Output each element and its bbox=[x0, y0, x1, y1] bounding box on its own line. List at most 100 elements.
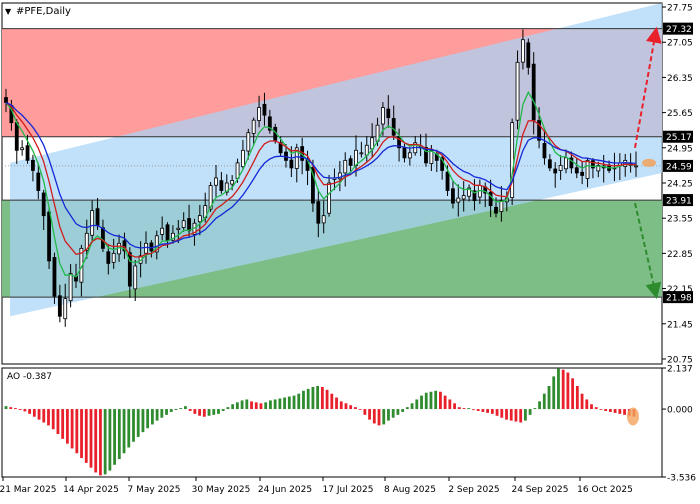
date-tick-label: 17 Jul 2025 bbox=[323, 485, 374, 495]
candle-body bbox=[564, 157, 568, 170]
ao-bar bbox=[9, 407, 13, 410]
ao-bar bbox=[396, 409, 400, 415]
date-tick-label: 14 Apr 2025 bbox=[63, 485, 119, 495]
ao-bar bbox=[453, 403, 456, 410]
candle-body bbox=[591, 160, 595, 169]
candle-body bbox=[84, 232, 89, 251]
candle-body bbox=[488, 191, 493, 207]
ao-bar bbox=[519, 409, 523, 423]
ao-bar bbox=[250, 401, 253, 410]
candle-body bbox=[585, 159, 590, 179]
candle-body bbox=[257, 107, 261, 121]
ao-bar bbox=[557, 368, 560, 410]
candle-body bbox=[391, 118, 396, 136]
candle-body bbox=[451, 188, 455, 204]
ao-bar bbox=[439, 391, 442, 410]
candle-body bbox=[289, 159, 294, 169]
ao-bar bbox=[217, 409, 220, 414]
level-badge bbox=[663, 159, 693, 172]
ao-bar bbox=[316, 386, 320, 410]
candle-body bbox=[316, 201, 321, 224]
ao-bar bbox=[122, 409, 126, 454]
ao-bar bbox=[538, 401, 541, 410]
ao-bar bbox=[311, 386, 315, 410]
ao-bar bbox=[561, 369, 565, 410]
ao-bar bbox=[212, 409, 216, 415]
price-tick-label: 25.65 bbox=[667, 109, 693, 119]
ao-bar bbox=[325, 389, 329, 410]
ao-bar bbox=[387, 409, 390, 421]
candle-body bbox=[219, 180, 224, 191]
candle-body bbox=[262, 103, 267, 116]
candle-body bbox=[386, 108, 391, 119]
ao-bar bbox=[117, 409, 121, 460]
candle-body bbox=[95, 208, 100, 227]
ao-bar bbox=[320, 386, 324, 410]
level-badge-label: 21.98 bbox=[666, 294, 692, 304]
ao-bar bbox=[382, 409, 386, 425]
ao-bar bbox=[89, 409, 93, 468]
ao-bar bbox=[278, 398, 282, 410]
ao-bar bbox=[245, 399, 249, 410]
candle-body bbox=[634, 165, 638, 168]
candle-body bbox=[515, 61, 520, 121]
ma-slow-line bbox=[5, 102, 637, 249]
ao-bar bbox=[56, 409, 60, 435]
ao-bar bbox=[169, 409, 173, 412]
candle-body bbox=[197, 215, 202, 223]
candle-body bbox=[144, 242, 148, 254]
candle-body bbox=[25, 145, 30, 161]
level-badge-label: 23.91 bbox=[666, 197, 692, 207]
date-tick-label: 7 May 2025 bbox=[128, 485, 181, 495]
ao-tick-label: 2.137 bbox=[667, 365, 693, 375]
candle-body bbox=[36, 172, 41, 191]
candle-body bbox=[526, 42, 531, 68]
ao-bar bbox=[580, 393, 584, 410]
candle-body bbox=[294, 147, 299, 169]
ao-bar bbox=[184, 406, 187, 410]
candle-body bbox=[472, 190, 477, 201]
ao-bar bbox=[18, 409, 22, 411]
ao-bar bbox=[155, 409, 159, 421]
candle-body bbox=[321, 215, 326, 224]
candle-body bbox=[251, 119, 256, 134]
candle-body bbox=[267, 116, 272, 131]
ao-bar bbox=[335, 397, 338, 410]
price-tick-label: 24.25 bbox=[667, 179, 693, 189]
level-badge-label: 25.17 bbox=[666, 133, 692, 143]
ao-bar bbox=[410, 403, 414, 410]
ao-bar bbox=[193, 409, 197, 414]
date-tick-label: 30 May 2025 bbox=[192, 485, 251, 495]
ao-bar bbox=[146, 409, 150, 429]
ao-bar bbox=[533, 408, 537, 410]
candle-body bbox=[101, 227, 105, 249]
price-tick-label: 26.35 bbox=[667, 74, 693, 84]
candle-body bbox=[68, 273, 73, 302]
candle-body bbox=[574, 167, 579, 174]
price-tick-label: 21.45 bbox=[667, 320, 693, 330]
ao-bar bbox=[231, 404, 235, 410]
ao-bar bbox=[65, 409, 69, 444]
ao-bar bbox=[198, 409, 201, 416]
ao-bar bbox=[509, 409, 513, 421]
ao-bar bbox=[32, 409, 36, 417]
ao-bar bbox=[472, 409, 475, 410]
ao-bar bbox=[552, 376, 556, 410]
ao-bar bbox=[590, 404, 593, 410]
candle-body bbox=[52, 257, 57, 297]
candle-body bbox=[499, 200, 504, 212]
ao-bar bbox=[514, 409, 518, 422]
ao-bar bbox=[150, 409, 154, 425]
candle-body bbox=[224, 182, 229, 193]
ao-bar bbox=[344, 403, 348, 410]
ao-bar bbox=[80, 409, 83, 459]
ao-bar bbox=[94, 409, 98, 473]
ao-bar bbox=[141, 409, 145, 433]
ao-bar bbox=[401, 409, 405, 412]
date-tick-label: 8 Aug 2025 bbox=[384, 485, 436, 495]
ao-bar bbox=[490, 409, 494, 414]
ma-mid-line bbox=[5, 102, 637, 258]
candle-body bbox=[445, 171, 450, 191]
ao-bar bbox=[547, 386, 551, 410]
ao-bar bbox=[103, 409, 107, 475]
